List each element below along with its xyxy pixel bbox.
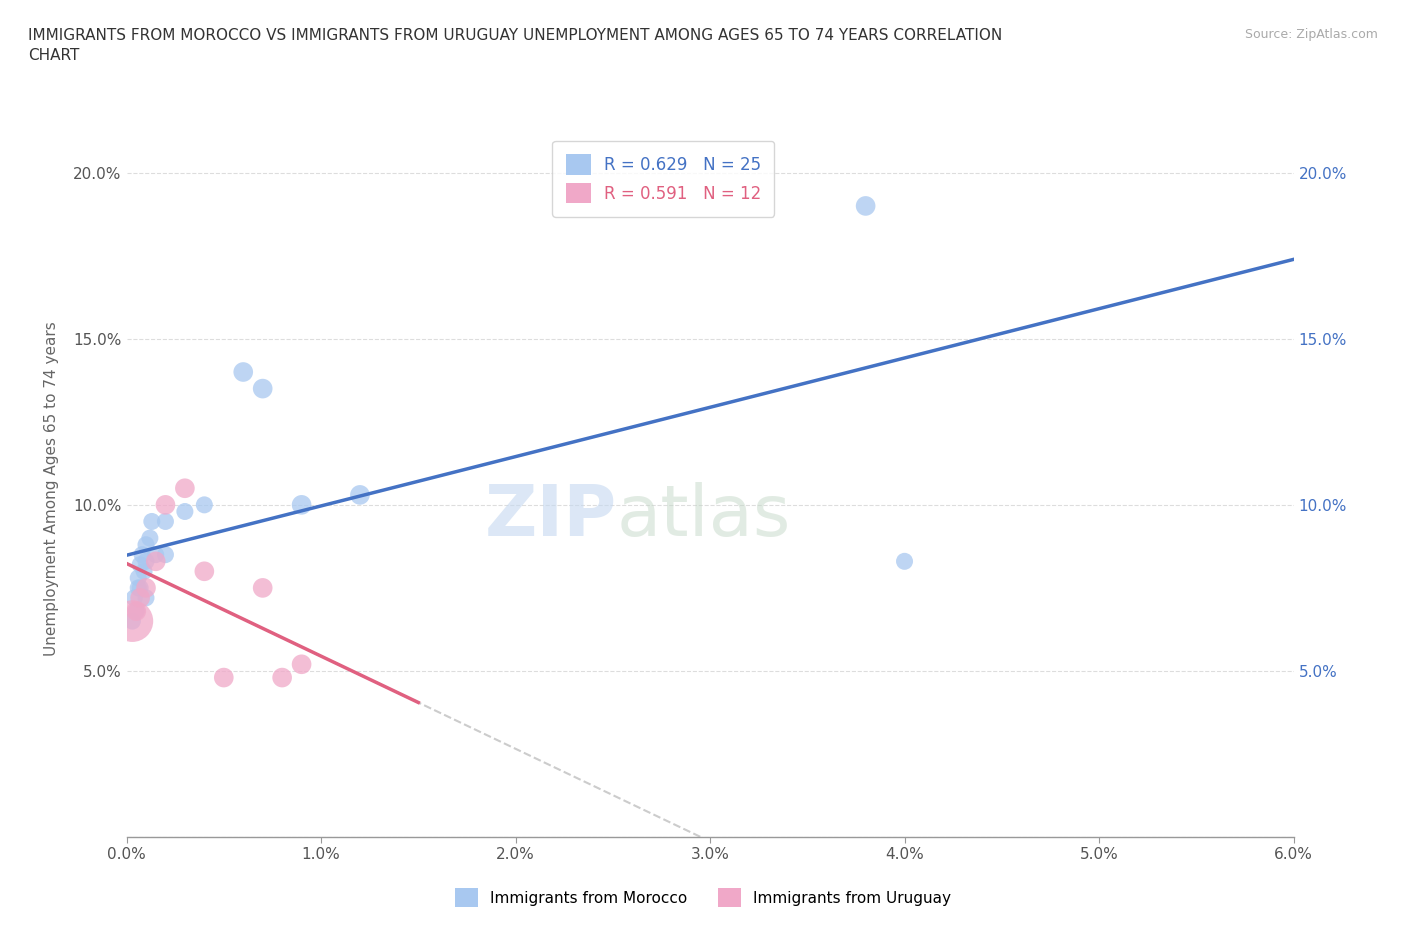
Point: [135, 538, 157, 552]
Legend: Immigrants from Morocco, Immigrants from Uruguay: Immigrants from Morocco, Immigrants from…: [449, 883, 957, 913]
Point: [139, 531, 162, 546]
Point: [131, 547, 153, 562]
Point: [290, 498, 312, 512]
Point: [855, 198, 877, 213]
Point: [129, 591, 152, 605]
Text: atlas: atlas: [617, 482, 792, 551]
Point: [212, 671, 235, 685]
Legend: R = 0.629   N = 25, R = 0.591   N = 12: R = 0.629 N = 25, R = 0.591 N = 12: [553, 140, 775, 217]
Point: [174, 504, 197, 519]
Point: [135, 591, 157, 605]
Point: [129, 580, 152, 595]
Point: [174, 481, 197, 496]
Point: [893, 554, 915, 569]
Point: [349, 487, 371, 502]
Point: [135, 580, 157, 595]
Point: [125, 604, 148, 618]
Text: ZIP: ZIP: [485, 482, 617, 551]
Point: [121, 614, 143, 629]
Point: [155, 514, 177, 529]
Point: [252, 580, 274, 595]
Point: [121, 614, 143, 629]
Point: [127, 570, 149, 585]
Point: [129, 557, 152, 572]
Point: [193, 498, 215, 512]
Text: IMMIGRANTS FROM MOROCCO VS IMMIGRANTS FROM URUGUAY UNEMPLOYMENT AMONG AGES 65 TO: IMMIGRANTS FROM MOROCCO VS IMMIGRANTS FR…: [28, 28, 1002, 62]
Point: [290, 657, 312, 671]
Point: [252, 381, 274, 396]
Point: [232, 365, 254, 379]
Point: [193, 564, 215, 578]
Point: [155, 547, 177, 562]
Point: [271, 671, 294, 685]
Point: [127, 580, 149, 595]
Point: [155, 498, 177, 512]
Y-axis label: Unemployment Among Ages 65 to 74 years: Unemployment Among Ages 65 to 74 years: [45, 321, 59, 656]
Point: [124, 591, 146, 605]
Text: Source: ZipAtlas.com: Source: ZipAtlas.com: [1244, 28, 1378, 41]
Point: [135, 554, 157, 569]
Point: [132, 564, 155, 578]
Point: [141, 514, 163, 529]
Point: [145, 554, 167, 569]
Point: [145, 547, 167, 562]
Point: [125, 604, 148, 618]
